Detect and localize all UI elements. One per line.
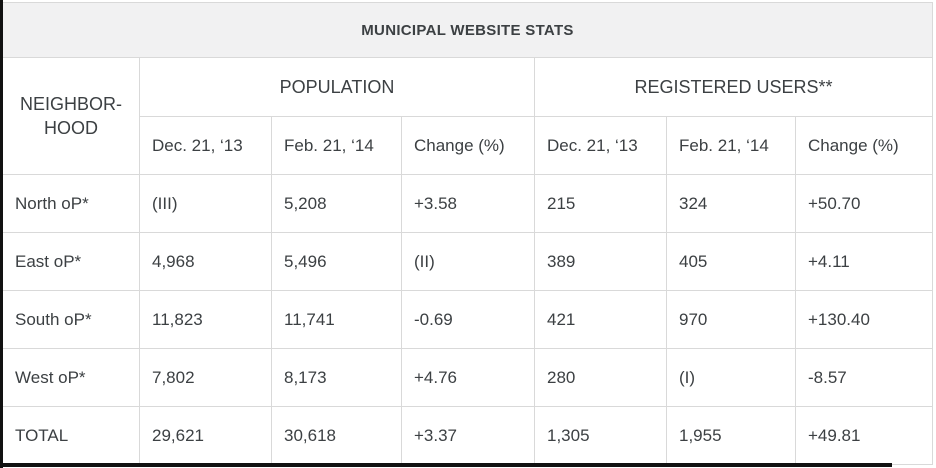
column-header-neighborhood: NEIGHBOR-HOOD: [2, 57, 140, 175]
column-group-registered-users: REGISTERED USERS**: [533, 57, 934, 117]
table-title: MUNICIPAL WEBSITE STATS: [1, 2, 934, 58]
table-cell: 324: [666, 174, 796, 233]
table-cell: 4,968: [139, 232, 272, 291]
row-label: West oP*: [2, 348, 140, 407]
table-row-south: South oP* 11,823 11,741 -0.69 421 970 +1…: [2, 290, 934, 349]
table-cell: +3.58: [401, 174, 535, 233]
table-cell: 11,741: [271, 290, 402, 349]
table-cell: 5,208: [271, 174, 402, 233]
column-header-population-change: Change (%): [401, 116, 535, 175]
table-cell: (II): [401, 232, 535, 291]
column-group-population: POPULATION: [139, 57, 535, 117]
table-row-north: North oP* (III) 5,208 +3.58 215 324 +50.…: [2, 174, 934, 233]
row-label: North oP*: [2, 174, 140, 233]
table-cell: 405: [666, 232, 796, 291]
table-row-east: East oP* 4,968 5,496 (II) 389 405 +4.11: [2, 232, 934, 291]
column-header-users-change: Change (%): [794, 116, 934, 175]
table-cell: +50.70: [794, 174, 934, 233]
row-label: TOTAL: [2, 406, 140, 465]
table-cell: +3.37: [401, 406, 535, 465]
table-title-row: MUNICIPAL WEBSITE STATS: [1, 2, 934, 58]
table-cell: +4.76: [401, 348, 535, 407]
table-cell: 1,305: [534, 406, 667, 465]
window-edge-left: [0, 0, 3, 468]
column-header-users-dec: Dec. 21, ‘13: [534, 116, 667, 175]
table-cell: 970: [666, 290, 796, 349]
table-cell: 11,823: [139, 290, 272, 349]
table-cell: +49.81: [794, 406, 934, 465]
table-cell: 8,173: [271, 348, 402, 407]
table-row-west: West oP* 7,802 8,173 +4.76 280 (I) -8.57: [2, 348, 934, 407]
column-header-population-dec: Dec. 21, ‘13: [139, 116, 272, 175]
row-label: South oP*: [2, 290, 140, 349]
table-cell: +130.40: [794, 290, 934, 349]
column-header-users-feb: Feb. 21, ‘14: [666, 116, 796, 175]
table-cell: 389: [534, 232, 667, 291]
table-cell: +4.11: [794, 232, 934, 291]
column-group-header-row: NEIGHBOR-HOOD POPULATION REGISTERED USER…: [2, 57, 934, 175]
table-cell: -8.57: [794, 348, 934, 407]
table-cell: 421: [534, 290, 667, 349]
table-cell: 280: [534, 348, 667, 407]
table-cell: 5,496: [271, 232, 402, 291]
table-cell: (I): [666, 348, 796, 407]
table-cell: -0.69: [401, 290, 535, 349]
table-cell: 7,802: [139, 348, 272, 407]
column-header-population-feb: Feb. 21, ‘14: [271, 116, 402, 175]
table-cell: 215: [534, 174, 667, 233]
row-label: East oP*: [2, 232, 140, 291]
table-cell: (III): [139, 174, 272, 233]
table-cell: 1,955: [666, 406, 796, 465]
table-cell: 30,618: [271, 406, 402, 465]
table-cell: 29,621: [139, 406, 272, 465]
column-subheader-row: Dec. 21, ‘13 Feb. 21, ‘14 Change (%) Dec…: [3, 116, 934, 175]
table-row-total: TOTAL 29,621 30,618 +3.37 1,305 1,955 +4…: [2, 406, 934, 465]
window-edge-bottom: [0, 463, 892, 467]
